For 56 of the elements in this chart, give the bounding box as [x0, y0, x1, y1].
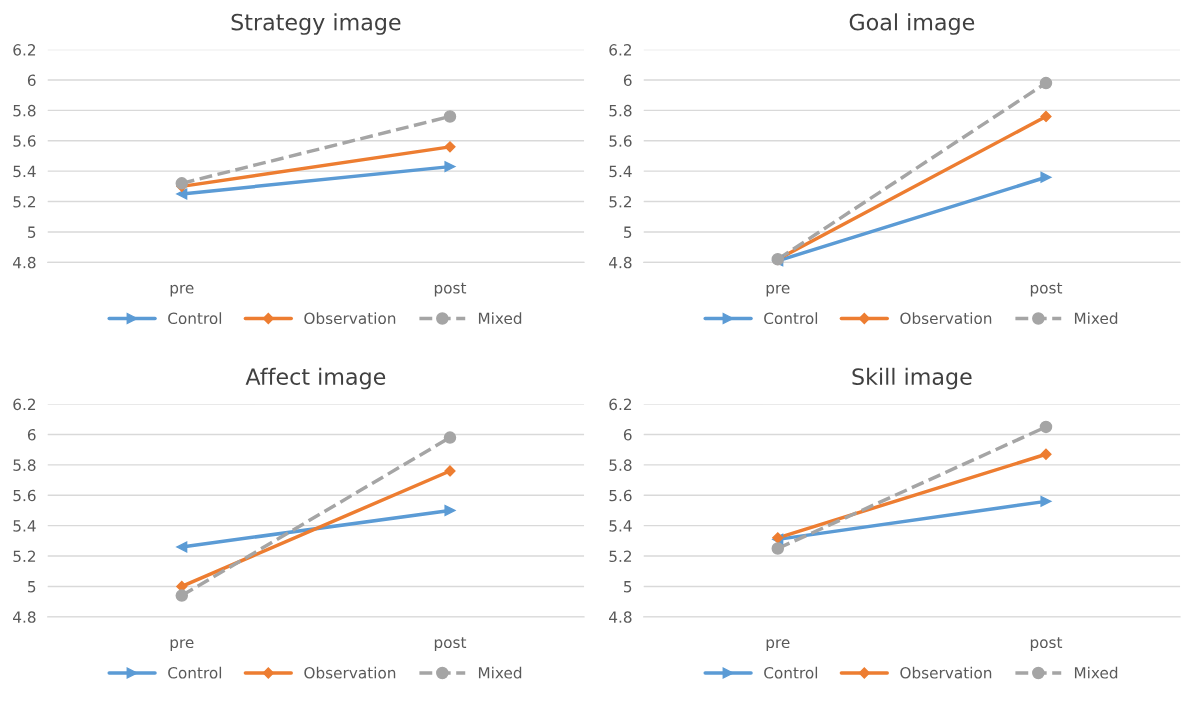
y-tick-label: 5.8 — [609, 459, 632, 471]
y-tick-label: 5.8 — [13, 104, 36, 117]
y-tick-label: 6.2 — [609, 44, 632, 56]
y-tick-label: 4.8 — [609, 611, 632, 623]
legend-label: Observation — [900, 312, 992, 325]
y-tick-label: 4.8 — [13, 611, 36, 623]
legend-label: Control — [168, 312, 222, 325]
x-tick-label: post — [1030, 637, 1063, 652]
legend-label: Control — [764, 312, 818, 325]
chart-title: Skill image — [852, 367, 972, 390]
y-tick-label: 5.6 — [609, 135, 632, 147]
legend-label: Control — [168, 666, 222, 679]
y-tick-label: 6.2 — [13, 398, 36, 411]
y-tick-label: 5.2 — [609, 550, 632, 563]
x-tick-label: post — [1030, 282, 1063, 297]
x-tick-label: pre — [766, 284, 790, 297]
x-tick-label: pre — [170, 639, 194, 652]
legend-label: Observation — [900, 666, 992, 679]
legend-label: Mixed — [1074, 666, 1118, 679]
y-tick-label: 5.4 — [13, 520, 36, 532]
y-tick-label: 6.2 — [609, 398, 632, 411]
y-tick-label: 6 — [27, 428, 36, 441]
y-tick-label: 5.2 — [609, 196, 632, 208]
x-tick-label: pre — [766, 639, 790, 652]
y-tick-label: 6 — [27, 74, 36, 87]
x-tick-label: post — [434, 282, 467, 297]
y-tick-label: 5 — [28, 226, 36, 238]
y-tick-label: 6 — [623, 74, 632, 87]
y-tick-label: 6.2 — [13, 44, 36, 56]
legend-label: Observation — [304, 312, 396, 325]
y-tick-label: 5.6 — [13, 489, 36, 502]
legend-label: Mixed — [478, 312, 522, 325]
y-tick-label: 5 — [28, 581, 36, 593]
y-tick-label: 5.4 — [13, 165, 36, 178]
y-tick-label: 5.4 — [609, 520, 632, 532]
y-tick-label: 4.8 — [609, 256, 632, 269]
y-tick-label: 5.8 — [609, 104, 632, 117]
chart-title: Affect image — [245, 367, 386, 390]
y-tick-label: 5.2 — [13, 196, 36, 208]
y-tick-label: 5 — [624, 226, 632, 238]
y-tick-label: 5.2 — [13, 550, 36, 563]
y-tick-label: 4.8 — [13, 256, 36, 269]
x-tick-label: post — [434, 637, 467, 652]
legend-label: Control — [764, 666, 818, 679]
y-tick-label: 5.4 — [609, 165, 632, 178]
chart-title: Goal image — [849, 13, 975, 35]
legend-label: Mixed — [478, 666, 522, 679]
y-tick-label: 5.8 — [13, 459, 36, 471]
y-tick-label: 5.6 — [609, 489, 632, 502]
chart-title: Strategy image — [231, 13, 401, 35]
y-tick-label: 5 — [624, 581, 632, 593]
y-tick-label: 5.6 — [13, 135, 36, 147]
legend-label: Mixed — [1074, 312, 1118, 325]
x-tick-label: pre — [170, 284, 194, 297]
legend-label: Observation — [304, 666, 396, 679]
y-tick-label: 6 — [623, 428, 632, 441]
